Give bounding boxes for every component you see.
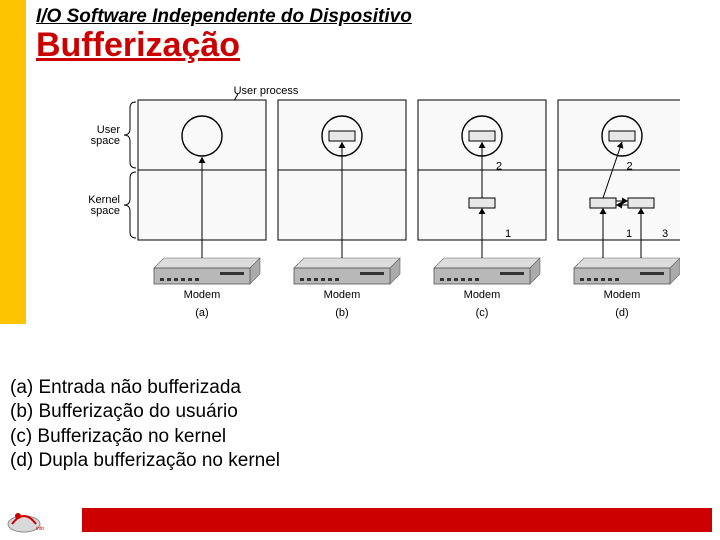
svg-text:1: 1 (626, 228, 632, 240)
caption-a: (a) Entrada não bufferizada (10, 376, 280, 400)
diagram-svg: UserspaceKernelspaceUser processModem(a)… (60, 82, 680, 342)
svg-text:Modem: Modem (464, 289, 501, 301)
caption-c: (c) Bufferização no kernel (10, 425, 280, 449)
svg-text:2: 2 (627, 161, 633, 173)
svg-text:space: space (91, 135, 120, 147)
caption-list: (a) Entrada não bufferizada (b) Bufferiz… (10, 376, 280, 473)
footer-logo-icon: info (6, 506, 64, 534)
buffering-diagram: UserspaceKernelspaceUser processModem(a)… (60, 82, 680, 342)
svg-text:(d): (d) (615, 307, 628, 319)
svg-text:Modem: Modem (184, 289, 221, 301)
svg-text:2: 2 (496, 161, 502, 173)
left-accent-bar (0, 0, 26, 324)
svg-text:(c): (c) (476, 307, 489, 319)
svg-text:(b): (b) (335, 307, 348, 319)
svg-text:Modem: Modem (604, 289, 641, 301)
svg-text:3: 3 (662, 228, 668, 240)
svg-text:1: 1 (505, 228, 511, 240)
page-subtitle: I/O Software Independente do Dispositivo (36, 6, 412, 28)
caption-d: (d) Dupla bufferização no kernel (10, 449, 280, 473)
page-title: Bufferização (36, 28, 412, 64)
svg-text:space: space (91, 205, 120, 217)
svg-text:(a): (a) (195, 307, 208, 319)
svg-text:Modem: Modem (324, 289, 361, 301)
svg-text:info: info (36, 526, 44, 532)
svg-text:User process: User process (234, 85, 299, 97)
caption-b: (b) Bufferização do usuário (10, 400, 280, 424)
heading-block: I/O Software Independente do Dispositivo… (36, 6, 412, 64)
bottom-accent-bar (82, 508, 712, 532)
